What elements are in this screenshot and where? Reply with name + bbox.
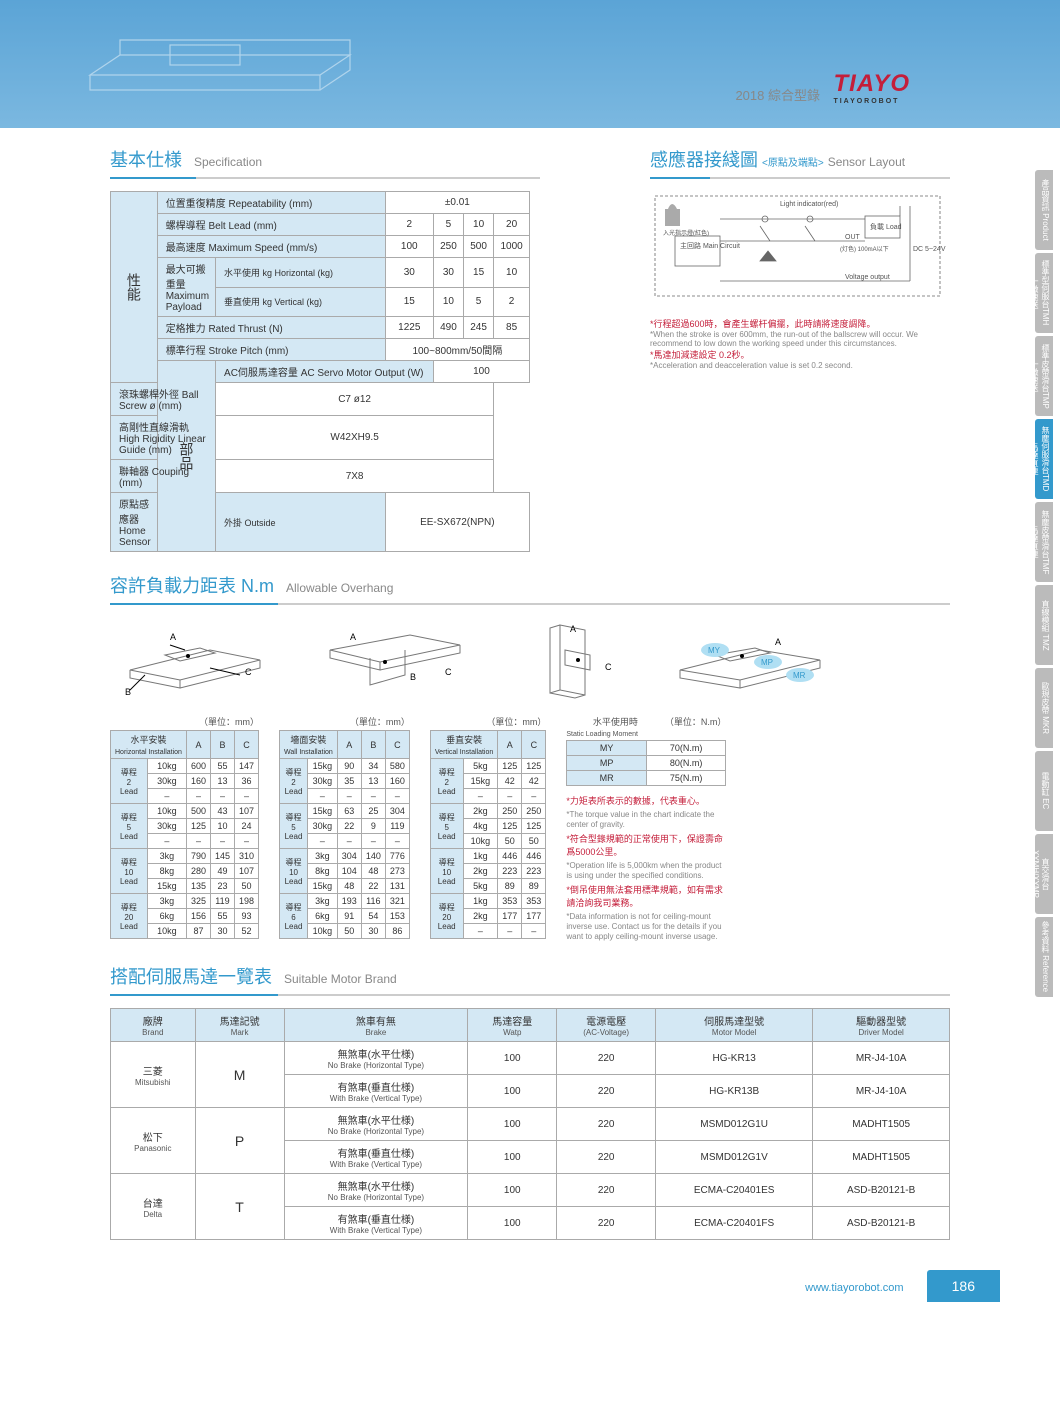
header-banner [0, 0, 1060, 128]
motor-title: 搭配伺服馬達一覽表 [110, 963, 272, 989]
svg-text:C: C [445, 667, 452, 677]
svg-text:A: A [350, 632, 356, 642]
svg-text:A: A [570, 624, 576, 634]
svg-text:(灯色) 100mA以下: (灯色) 100mA以下 [840, 245, 889, 253]
svg-text:MR: MR [793, 671, 806, 680]
svg-text:主回路 Main Circuit: 主回路 Main Circuit [680, 241, 740, 250]
side-tab[interactable]: 標準皮帶滑台TMP 一微速送 [1035, 336, 1053, 416]
side-tab[interactable]: 參考資料 Reference [1035, 917, 1053, 997]
svg-text:Light indicator(red): Light indicator(red) [780, 201, 838, 208]
spec-title: 基本仕様 [110, 146, 182, 172]
svg-text:Voltage output: Voltage output [845, 274, 890, 281]
logo: TIAYO TIAYOROBOT [833, 70, 910, 105]
sensor-circuit-diagram: Light indicator(red) 入光指示燈(紅色) 主回路 Main … [650, 191, 950, 306]
svg-text:入光指示燈(紅色): 入光指示燈(紅色) [663, 229, 709, 237]
overhang-title: 容許負載力距表 N.m [110, 572, 274, 598]
side-tab[interactable]: 直線模組 TMZ [1035, 585, 1053, 665]
svg-text:B: B [410, 672, 416, 682]
catalog-year: 2018 綜合型錄 [735, 85, 820, 104]
side-tab[interactable]: 產品資訊 Product [1035, 170, 1053, 250]
side-tab[interactable]: 無塵皮帶滑台TMF 馬達直連 [1035, 502, 1053, 582]
svg-text:負載 Load: 負載 Load [870, 222, 902, 231]
svg-text:C: C [245, 667, 252, 677]
svg-text:B: B [125, 687, 131, 697]
side-tab[interactable]: 歐規皮帶 MKR [1035, 668, 1053, 748]
motor-brand-table: 廠牌Brand馬達記號Mark煞車有無Brake馬達容量Watp電源電壓(AC-… [110, 1008, 950, 1240]
svg-text:C: C [605, 662, 612, 672]
side-tab[interactable]: 直交滑台 XYMH/XYMP [1035, 834, 1053, 914]
svg-text:A: A [170, 632, 176, 642]
overhang-diagrams: A C B A C B A C MY MR MP A [110, 620, 950, 705]
svg-text:DC 5~24V: DC 5~24V [913, 246, 946, 253]
svg-text:OUT: OUT [845, 234, 861, 241]
footer: www.tiayorobot.com 186 [0, 1270, 1060, 1302]
svg-text:MY: MY [708, 646, 721, 655]
side-tab[interactable]: 標準型伺服台TMH 一微速送 [1035, 253, 1053, 333]
svg-text:A: A [775, 637, 781, 647]
specification-table: 性能位置重復精度 Repeatability (mm)±0.01螺桿導程 Bel… [110, 191, 530, 552]
sensor-title: 感應器接綫圖 [650, 146, 758, 172]
svg-text:MP: MP [761, 658, 773, 667]
side-tab[interactable]: 無塵伺服滑台TMD 馬達直連 [1035, 419, 1053, 499]
side-tab[interactable]: 電動缸 EC [1035, 751, 1053, 831]
